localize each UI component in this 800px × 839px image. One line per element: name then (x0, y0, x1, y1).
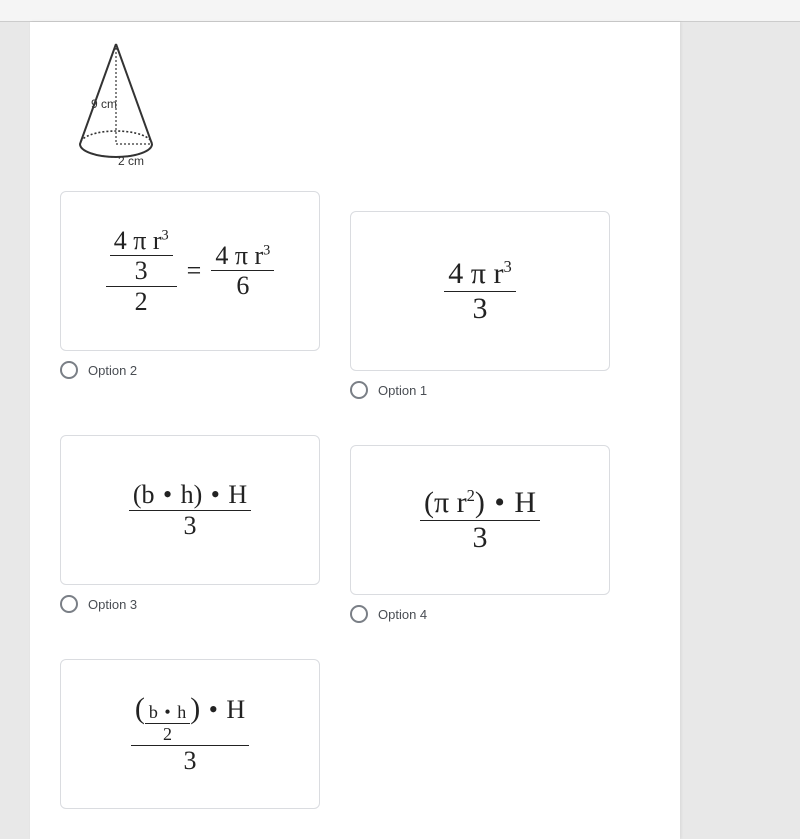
option-4-radio-row[interactable]: Option 4 (350, 605, 610, 623)
option-2-label: Option 2 (88, 363, 137, 378)
option-1-card[interactable]: 4 π r3 3 (350, 211, 610, 371)
worksheet-page: 9 cm 2 cm 4 π r3 3 2 = (30, 22, 680, 839)
option-1-label: Option 1 (378, 383, 427, 398)
option-3: (b • h) • H 3 Option 3 (60, 435, 320, 623)
option-5-formula: (b • h2) • H 3 (131, 693, 249, 774)
option-4-label: Option 4 (378, 607, 427, 622)
option-4-formula: (π r2) • H 3 (420, 487, 540, 553)
option-5: (b • h2) • H 3 (60, 659, 320, 809)
option-3-label: Option 3 (88, 597, 137, 612)
radio-icon[interactable] (350, 381, 368, 399)
option-1: 4 π r3 3 Option 1 (350, 211, 610, 399)
option-5-card[interactable]: (b • h2) • H 3 (60, 659, 320, 809)
cone-height-label: 9 cm (91, 97, 117, 111)
option-2-formula: 4 π r3 3 2 = 4 π r3 6 (106, 227, 275, 315)
option-3-formula: (b • h) • H 3 (129, 481, 251, 539)
cone-radius-label: 2 cm (118, 154, 144, 168)
window-topbar (0, 0, 800, 22)
options-grid: 4 π r3 3 2 = 4 π r3 6 Option 2 (60, 191, 650, 809)
radio-icon[interactable] (60, 595, 78, 613)
option-2-card[interactable]: 4 π r3 3 2 = 4 π r3 6 (60, 191, 320, 351)
option-1-radio-row[interactable]: Option 1 (350, 381, 610, 399)
cone-diagram: 9 cm 2 cm (66, 38, 650, 173)
option-1-formula: 4 π r3 3 (444, 258, 515, 324)
option-2-radio-row[interactable]: Option 2 (60, 361, 320, 379)
option-2: 4 π r3 3 2 = 4 π r3 6 Option 2 (60, 191, 320, 399)
option-4: (π r2) • H 3 Option 4 (350, 445, 610, 623)
option-3-radio-row[interactable]: Option 3 (60, 595, 320, 613)
option-3-card[interactable]: (b • h) • H 3 (60, 435, 320, 585)
radio-icon[interactable] (60, 361, 78, 379)
option-4-card[interactable]: (π r2) • H 3 (350, 445, 610, 595)
radio-icon[interactable] (350, 605, 368, 623)
